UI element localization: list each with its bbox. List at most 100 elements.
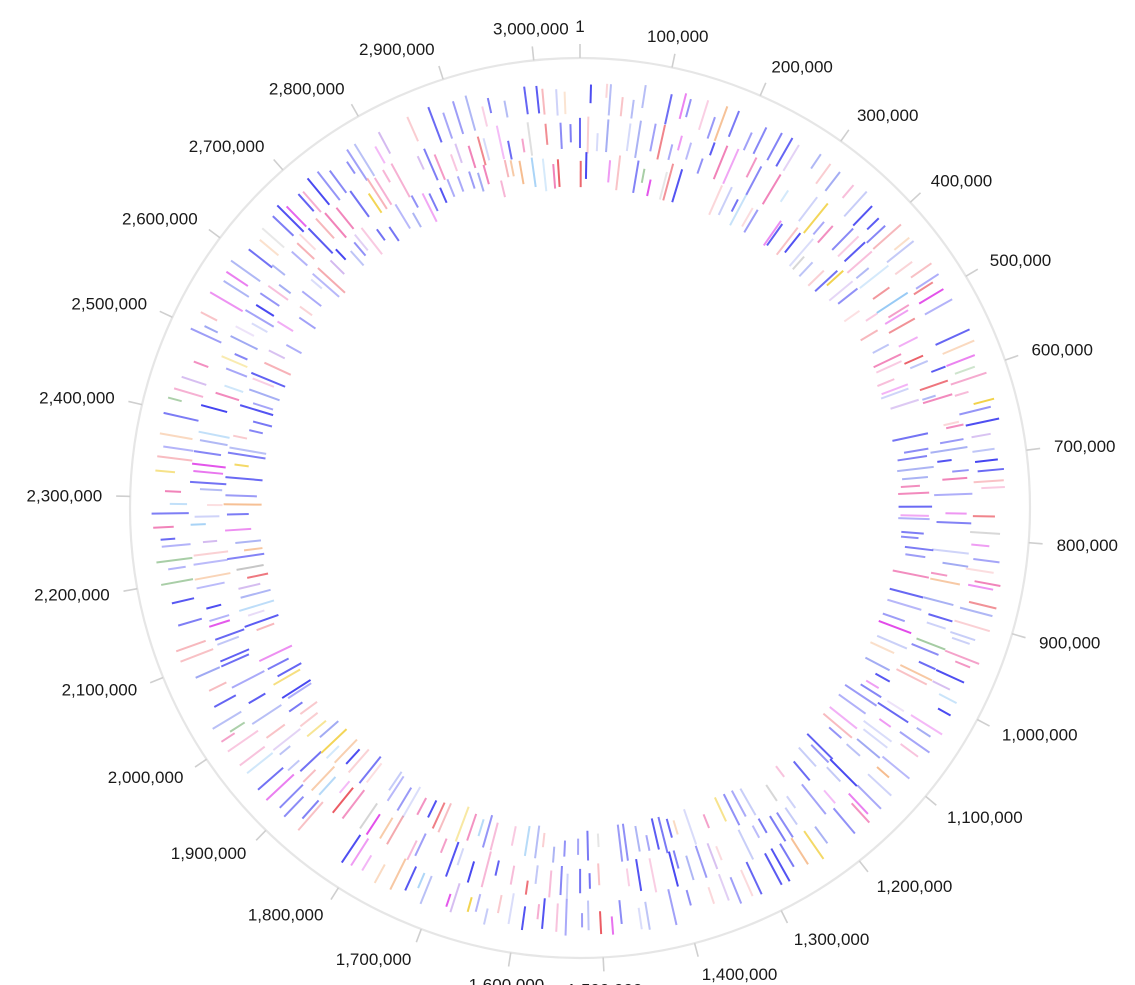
feature-mark bbox=[916, 726, 932, 738]
feature-mark bbox=[859, 264, 890, 289]
feature-mark bbox=[227, 552, 265, 561]
feature-mark bbox=[394, 203, 411, 229]
feature-mark bbox=[530, 157, 537, 188]
feature-mark bbox=[227, 451, 266, 460]
feature-mark bbox=[181, 375, 207, 386]
feature-mark bbox=[388, 226, 400, 242]
feature-mark bbox=[416, 797, 428, 816]
tick-mark bbox=[1026, 447, 1041, 452]
feature-mark bbox=[971, 432, 991, 439]
feature-mark bbox=[685, 98, 692, 118]
feature-mark bbox=[672, 820, 679, 835]
feature-mark bbox=[401, 786, 422, 818]
feature-mark bbox=[376, 228, 386, 241]
feature-mark bbox=[302, 190, 322, 213]
feature-mark bbox=[843, 309, 861, 323]
tick-mark bbox=[780, 910, 789, 924]
feature-mark bbox=[454, 143, 463, 164]
feature-mark bbox=[180, 648, 214, 663]
feature-mark bbox=[973, 479, 1004, 484]
feature-mark bbox=[850, 802, 871, 824]
tick-mark bbox=[602, 957, 605, 972]
feature-mark bbox=[881, 383, 909, 396]
feature-mark bbox=[374, 145, 386, 164]
feature-mark bbox=[157, 455, 193, 462]
tick-mark bbox=[909, 192, 922, 203]
feature-mark bbox=[163, 411, 199, 422]
feature-mark bbox=[507, 893, 515, 925]
tick-mark bbox=[976, 718, 990, 727]
feature-mark bbox=[442, 112, 454, 139]
feature-mark bbox=[784, 807, 798, 826]
feature-mark bbox=[810, 153, 822, 170]
feature-mark bbox=[200, 404, 228, 414]
feature-mark bbox=[900, 484, 921, 488]
tick-label: 1,000,000 bbox=[1002, 726, 1078, 745]
feature-mark bbox=[541, 898, 546, 929]
feature-mark bbox=[563, 91, 567, 115]
feature-mark bbox=[866, 225, 886, 244]
feature-mark bbox=[494, 860, 500, 876]
feature-mark bbox=[790, 837, 809, 865]
feature-mark bbox=[168, 565, 186, 571]
feature-mark bbox=[412, 212, 422, 228]
feature-mark bbox=[291, 250, 308, 267]
feature-mark bbox=[268, 349, 286, 360]
feature-mark bbox=[285, 205, 307, 228]
tick-mark bbox=[1004, 354, 1019, 361]
feature-mark bbox=[267, 285, 289, 301]
feature-mark bbox=[249, 429, 264, 435]
feature-mark bbox=[248, 248, 273, 269]
feature-mark bbox=[265, 773, 295, 801]
feature-mark bbox=[206, 603, 222, 610]
feature-mark bbox=[910, 714, 943, 736]
feature-mark bbox=[315, 217, 335, 240]
feature-mark bbox=[901, 475, 929, 481]
feature-mark bbox=[776, 812, 794, 838]
feature-mark bbox=[890, 398, 919, 410]
feature-mark bbox=[766, 223, 784, 247]
feature-mark bbox=[346, 149, 368, 181]
feature-mark bbox=[195, 666, 221, 679]
feature-mark bbox=[414, 833, 427, 857]
feature-mark bbox=[301, 799, 320, 820]
feature-mark bbox=[225, 367, 248, 378]
feature-mark bbox=[954, 365, 976, 375]
feature-mark bbox=[481, 814, 494, 848]
tick-mark bbox=[925, 795, 937, 806]
feature-mark bbox=[466, 861, 476, 883]
feature-mark bbox=[900, 514, 929, 517]
feature-mark bbox=[860, 329, 879, 342]
feature-mark bbox=[189, 480, 227, 486]
feature-mark bbox=[518, 160, 525, 185]
feature-mark bbox=[942, 561, 969, 568]
feature-mark bbox=[685, 855, 695, 881]
feature-mark bbox=[864, 656, 891, 672]
feature-mark bbox=[161, 543, 191, 548]
feature-mark bbox=[225, 494, 257, 498]
feature-mark bbox=[259, 239, 280, 257]
feature-mark bbox=[559, 122, 563, 149]
feature-mark bbox=[495, 125, 506, 160]
feature-mark bbox=[832, 807, 856, 835]
feature-mark bbox=[234, 352, 248, 361]
feature-mark bbox=[319, 720, 339, 739]
feature-mark bbox=[229, 446, 267, 455]
feature-mark bbox=[225, 476, 263, 482]
tick-mark bbox=[1011, 633, 1026, 639]
tick-label: 500,000 bbox=[990, 251, 1051, 270]
feature-mark bbox=[341, 789, 366, 820]
feature-mark bbox=[468, 171, 476, 189]
feature-mark bbox=[893, 236, 910, 251]
feature-mark bbox=[717, 873, 730, 901]
feature-mark bbox=[208, 619, 231, 628]
feature-mark bbox=[406, 840, 418, 861]
feature-mark bbox=[353, 241, 367, 257]
tick-label: 2,500,000 bbox=[71, 295, 147, 314]
feature-mark bbox=[930, 571, 948, 577]
feature-mark bbox=[482, 164, 490, 185]
feature-mark bbox=[439, 838, 448, 854]
feature-mark bbox=[416, 155, 425, 170]
feature-mark bbox=[766, 132, 783, 161]
feature-mark bbox=[730, 198, 739, 213]
